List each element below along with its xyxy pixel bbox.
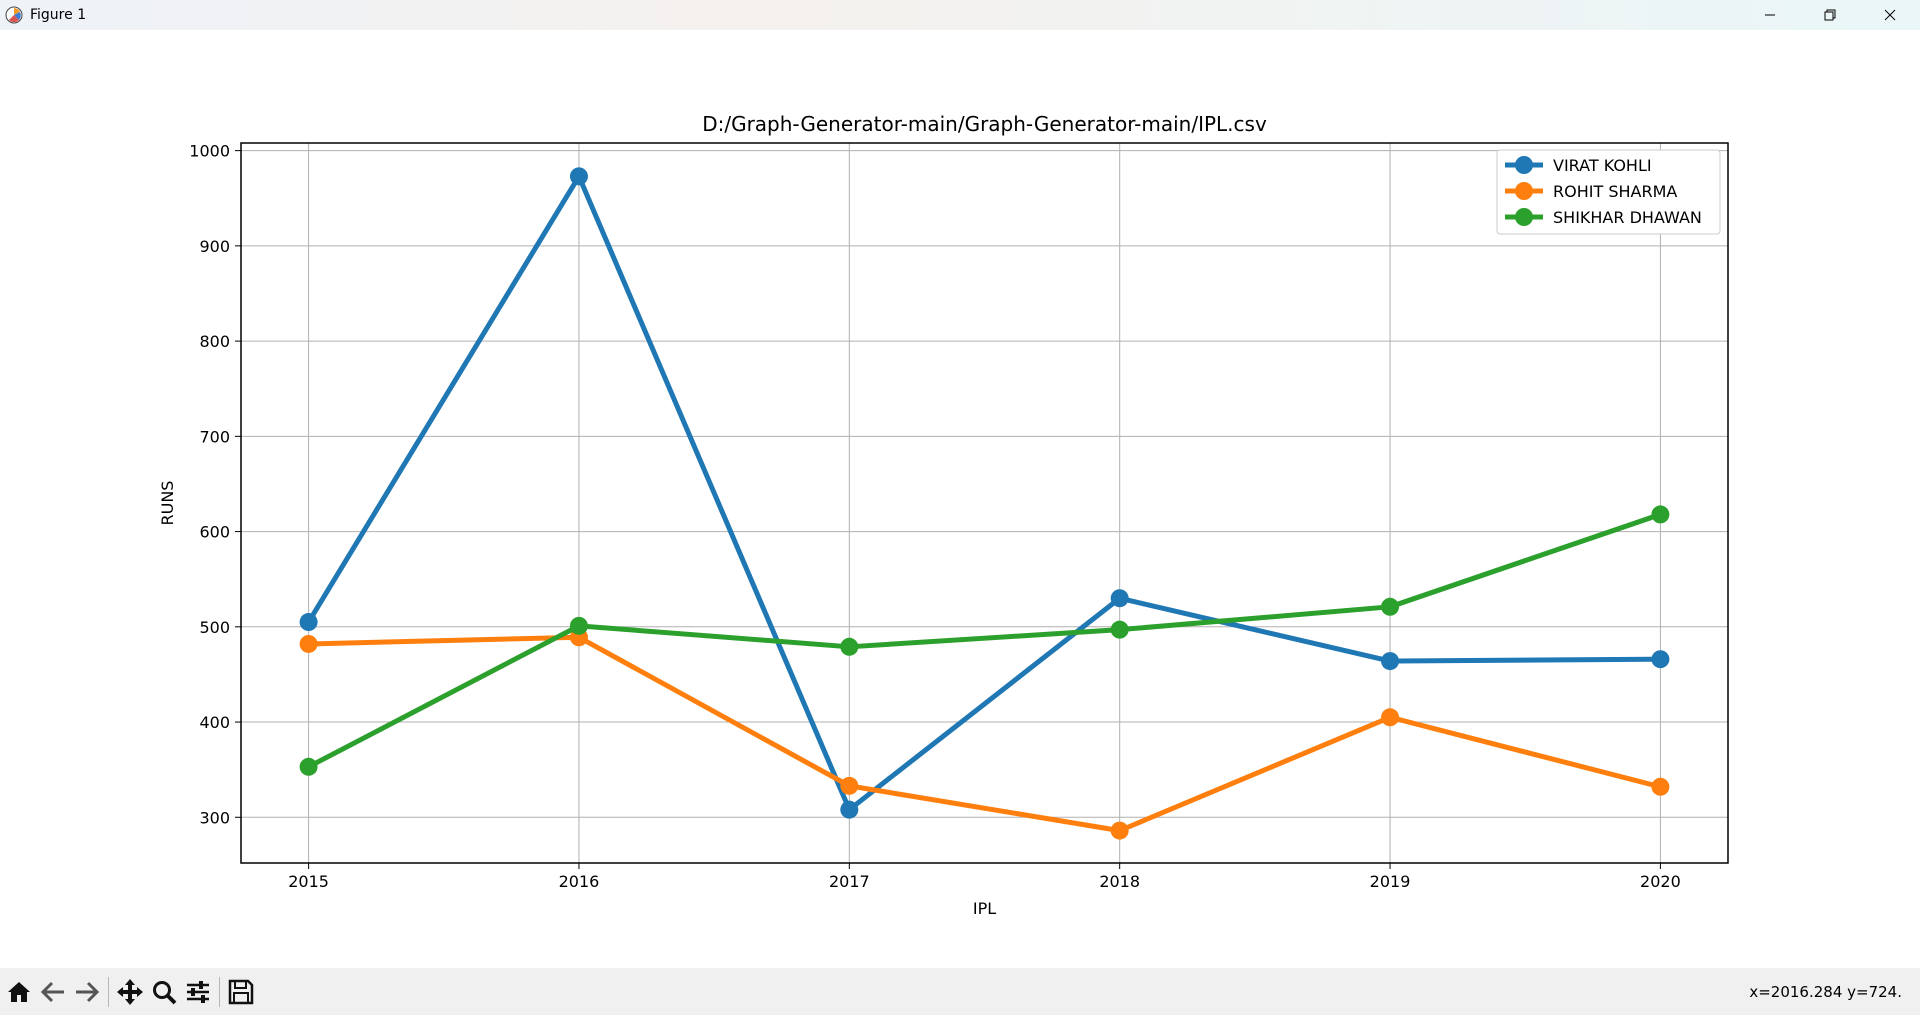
x-tick-label: 2020 [1640,872,1681,891]
configure-subplots-button[interactable] [181,975,215,1009]
toolbar-divider [108,976,109,1007]
data-point [840,637,859,656]
y-tick-label: 400 [199,713,230,732]
data-point [1381,652,1400,671]
x-tick-label: 2016 [559,872,600,891]
matplotlib-logo-icon [5,6,23,24]
legend-label: ROHIT SHARMA [1553,182,1677,201]
legend-marker [1515,182,1533,200]
save-icon [228,979,254,1004]
zoom-button[interactable] [147,975,181,1009]
configure-subplots-icon [187,980,209,1003]
home-icon [8,981,30,1002]
y-tick-label: 700 [199,427,230,446]
restore-button[interactable] [1800,0,1860,30]
zoom-icon [153,980,177,1004]
x-tick-label: 2017 [829,872,870,891]
y-tick-label: 900 [199,237,230,256]
x-tick-label: 2015 [288,872,329,891]
home-button[interactable] [2,975,36,1009]
window-title: Figure 1 [30,7,87,23]
data-point [1110,589,1129,608]
legend-marker [1515,208,1533,226]
x-tick-label: 2019 [1370,872,1411,891]
series-line [307,512,1662,770]
close-icon [1884,9,1896,21]
pan-icon [117,978,143,1005]
data-point [1381,708,1400,727]
data-point [569,616,588,635]
data-point [1110,620,1129,639]
series-line [308,634,1662,834]
chart-title: D:/Graph-Generator-main/Graph-Generator-… [702,112,1267,136]
y-tick-label: 500 [199,618,230,637]
data-point [569,167,588,186]
data-point [1381,597,1400,616]
y-tick-label: 300 [199,808,230,827]
axes-frame [240,142,1729,864]
y-axis-label: RUNS [158,481,177,526]
cursor-coordinates: x=2016.284 y=724. [1749,983,1902,1001]
legend-box [1496,149,1721,235]
back-button[interactable] [36,975,70,1009]
data-point [1110,821,1129,840]
y-tick-label: 600 [199,523,230,542]
pan-button[interactable] [113,975,147,1009]
legend-label: VIRAT KOHLI [1553,156,1652,175]
data-point [299,757,318,776]
save-button[interactable] [224,975,258,1009]
minimize-button[interactable] [1740,0,1800,30]
y-tick-label: 800 [199,332,230,351]
forward-button[interactable] [70,975,104,1009]
navigation-toolbar [0,968,1920,1015]
data-point [1651,505,1670,524]
figure-canvas[interactable]: 2015 2016 2017 2018 2019 2020 300 400 500 600 700 8… [1,30,1919,968]
data-point [840,800,859,819]
data-point [1651,650,1670,669]
data-point [299,613,318,632]
toolbar-divider [219,976,220,1007]
y-tick-label: 1000 [189,142,230,161]
legend-label: SHIKHAR DHAWAN [1553,208,1702,227]
minimize-icon [1765,14,1775,16]
series-line [306,173,1661,813]
forward-arrow-icon [76,981,100,1002]
close-button[interactable] [1860,0,1920,30]
data-point [299,634,318,653]
legend-marker [1515,156,1533,174]
back-arrow-icon [40,981,64,1002]
data-point [1651,777,1670,796]
restore-icon [1824,9,1836,21]
title-bar: Figure 1 [0,0,1920,30]
x-tick-label: 2018 [1099,872,1140,891]
line-chart: 2015 2016 2017 2018 2019 2020 300 400 500 600 700 8… [158,112,1729,918]
x-axis-label: IPL [973,899,996,918]
data-point [840,776,859,795]
